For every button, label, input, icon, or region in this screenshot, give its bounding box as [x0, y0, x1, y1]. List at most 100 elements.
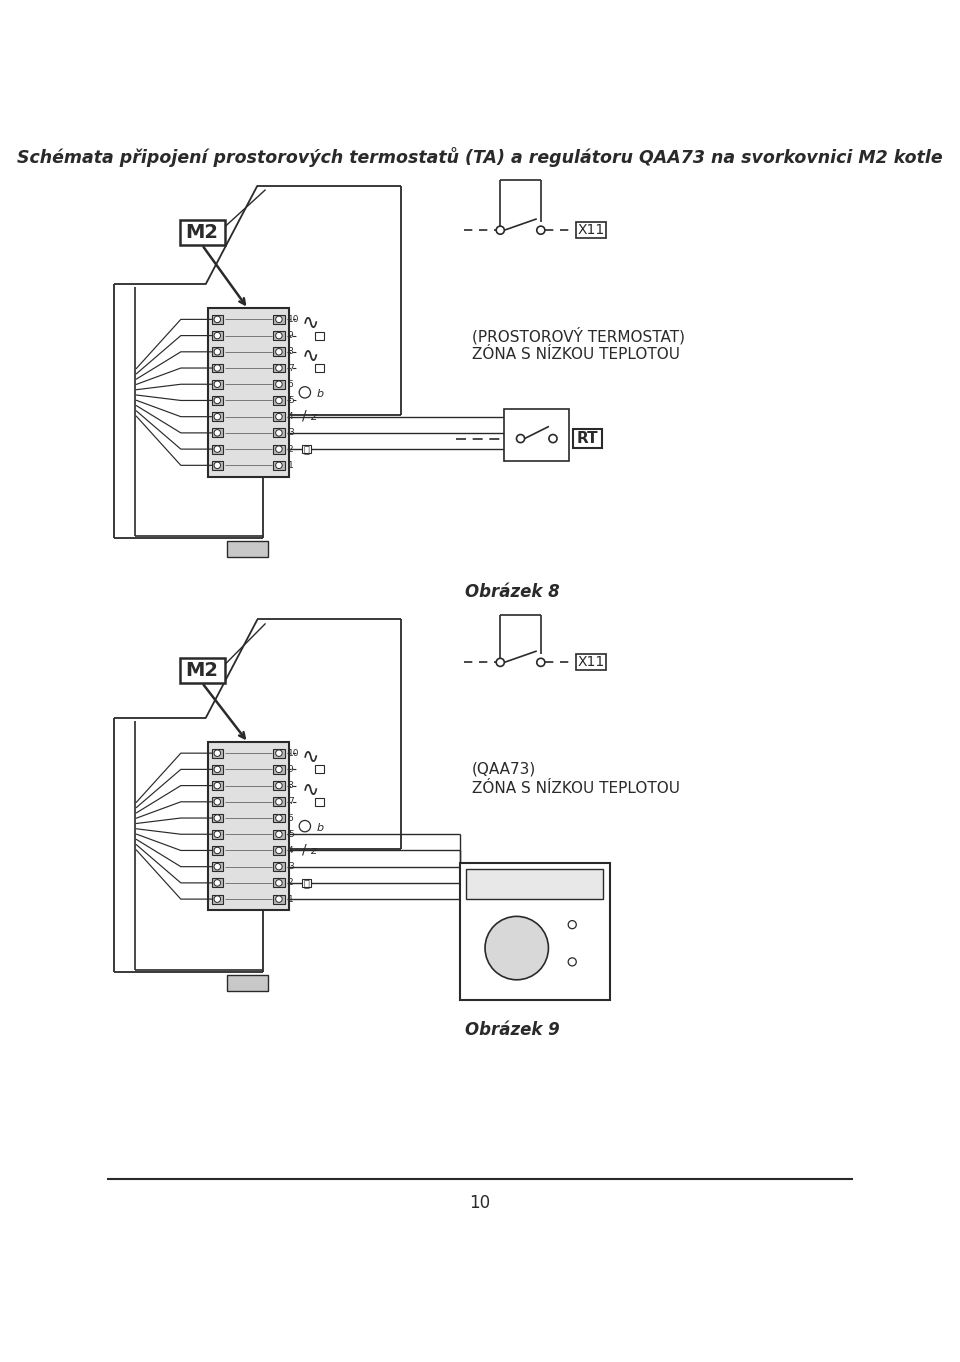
Text: 8: 8	[288, 780, 294, 790]
Bar	[315, 331, 324, 339]
Circle shape	[276, 750, 282, 756]
Text: 9: 9	[288, 331, 294, 340]
Text: RT: RT	[576, 430, 598, 447]
Circle shape	[214, 798, 221, 805]
Circle shape	[276, 847, 282, 854]
Text: 3: 3	[288, 862, 294, 872]
Bar	[211, 380, 223, 388]
Text: b: b	[316, 390, 324, 399]
Bar	[227, 541, 268, 557]
Text: 5: 5	[288, 396, 294, 405]
Bar	[274, 813, 284, 823]
Text: /: /	[302, 409, 307, 422]
Circle shape	[276, 462, 282, 469]
Bar	[274, 347, 284, 357]
Text: 2: 2	[288, 444, 294, 454]
Text: ∿: ∿	[301, 779, 319, 799]
Text: 7: 7	[288, 364, 294, 373]
Circle shape	[568, 921, 576, 929]
Text: 5: 5	[288, 829, 294, 839]
Bar	[274, 782, 284, 790]
Circle shape	[568, 957, 576, 966]
Circle shape	[276, 445, 282, 452]
Bar	[274, 460, 284, 470]
Bar	[211, 331, 223, 340]
Text: Obrázek 8: Obrázek 8	[465, 583, 560, 601]
Bar	[180, 221, 225, 245]
Bar	[274, 797, 284, 806]
Bar	[227, 975, 268, 990]
Bar	[211, 749, 223, 757]
Circle shape	[214, 880, 221, 887]
Text: X11: X11	[578, 655, 605, 669]
Bar	[274, 413, 284, 421]
Circle shape	[214, 445, 221, 452]
Text: (QAA73): (QAA73)	[472, 761, 536, 776]
Circle shape	[214, 349, 221, 355]
Circle shape	[276, 767, 282, 772]
Circle shape	[214, 767, 221, 772]
Bar	[504, 409, 569, 462]
Bar	[274, 846, 284, 855]
Circle shape	[276, 814, 282, 821]
Text: ⏚: ⏚	[303, 444, 309, 454]
Bar	[274, 444, 284, 454]
Text: 1: 1	[288, 460, 294, 470]
Bar	[576, 222, 607, 238]
Circle shape	[300, 820, 310, 832]
Text: M2: M2	[185, 223, 218, 242]
Bar	[301, 878, 311, 887]
Text: (PROSTOROVÝ TERMOSTAT): (PROSTOROVÝ TERMOSTAT)	[472, 327, 684, 345]
Bar	[211, 895, 223, 903]
Bar	[274, 829, 284, 839]
Bar	[180, 658, 225, 682]
Text: M2: M2	[185, 661, 218, 680]
Text: 9: 9	[288, 765, 294, 774]
Text: 4: 4	[288, 413, 294, 421]
Bar	[211, 829, 223, 839]
Text: Schémata připojení prostorových termostatů (TA) a regulátoru QAA73 na svorkovnic: Schémata připojení prostorových termosta…	[17, 147, 943, 166]
Text: 10: 10	[288, 749, 300, 757]
Bar	[211, 878, 223, 888]
Bar	[211, 797, 223, 806]
Text: ZÓNA S NÍZKOU TEPLOTOU: ZÓNA S NÍZKOU TEPLOTOU	[472, 780, 680, 795]
Bar	[274, 380, 284, 388]
Bar	[460, 862, 610, 1001]
Bar	[211, 413, 223, 421]
Bar	[211, 862, 223, 872]
Circle shape	[276, 414, 282, 419]
Bar	[211, 347, 223, 357]
Circle shape	[300, 387, 310, 398]
Bar	[211, 846, 223, 855]
Text: 4: 4	[288, 846, 294, 855]
Bar	[211, 396, 223, 405]
Circle shape	[214, 398, 221, 403]
Text: Obrázek 9: Obrázek 9	[465, 1020, 560, 1039]
Circle shape	[214, 365, 221, 372]
Circle shape	[214, 462, 221, 469]
Circle shape	[214, 896, 221, 903]
Text: z: z	[310, 413, 316, 422]
Text: 7: 7	[288, 797, 294, 806]
Circle shape	[276, 429, 282, 436]
Circle shape	[549, 434, 557, 443]
Text: z: z	[310, 846, 316, 857]
Bar	[274, 895, 284, 903]
Circle shape	[214, 782, 221, 789]
Bar	[301, 445, 311, 454]
Circle shape	[276, 880, 282, 887]
Circle shape	[276, 381, 282, 387]
Circle shape	[516, 434, 524, 443]
Bar	[207, 308, 289, 477]
Circle shape	[214, 316, 221, 323]
Bar	[274, 862, 284, 872]
Text: /: /	[302, 843, 307, 857]
Bar	[211, 315, 223, 324]
Bar	[315, 798, 324, 806]
Text: 6: 6	[288, 813, 294, 823]
Text: 6: 6	[288, 380, 294, 388]
Circle shape	[214, 847, 221, 854]
Circle shape	[214, 864, 221, 870]
Circle shape	[485, 917, 548, 979]
Bar	[211, 813, 223, 823]
